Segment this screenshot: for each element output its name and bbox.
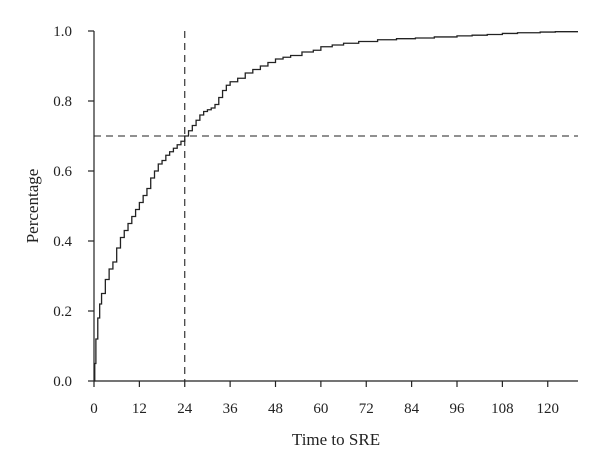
- axes: [93, 31, 578, 382]
- x-axis-title: Time to SRE: [292, 430, 380, 449]
- y-tick-label: 1.0: [53, 24, 72, 40]
- x-tick-label: 60: [313, 401, 328, 417]
- y-tick-label: 0.6: [53, 164, 72, 180]
- y-tick-label: 0.0: [53, 374, 72, 390]
- x-tick-label: 120: [537, 401, 560, 417]
- x-tick-label: 72: [359, 401, 374, 417]
- x-tick-label: 96: [450, 401, 466, 417]
- y-ticks: 0.0 0.2 0.4 0.6 0.8 1.0: [53, 24, 94, 390]
- x-tick-label: 36: [223, 401, 239, 417]
- x-tick-label: 48: [268, 401, 283, 417]
- x-tick-label: 0: [90, 401, 98, 417]
- y-axis-title: Percentage: [23, 169, 42, 244]
- series-layer: [94, 31, 578, 382]
- cumulative-curve: [94, 31, 578, 382]
- x-tick-label: 84: [404, 401, 420, 417]
- x-tick-label: 12: [132, 401, 147, 417]
- x-tick-label: 24: [177, 401, 193, 417]
- x-tick-label: 108: [491, 401, 514, 417]
- y-tick-label: 0.8: [53, 94, 72, 110]
- reference-lines: [94, 31, 578, 381]
- y-tick-label: 0.4: [53, 234, 72, 250]
- y-tick-label: 0.2: [53, 304, 72, 320]
- x-ticks: 0 12 24 36 48 60 72 84 96 108 120: [90, 381, 559, 417]
